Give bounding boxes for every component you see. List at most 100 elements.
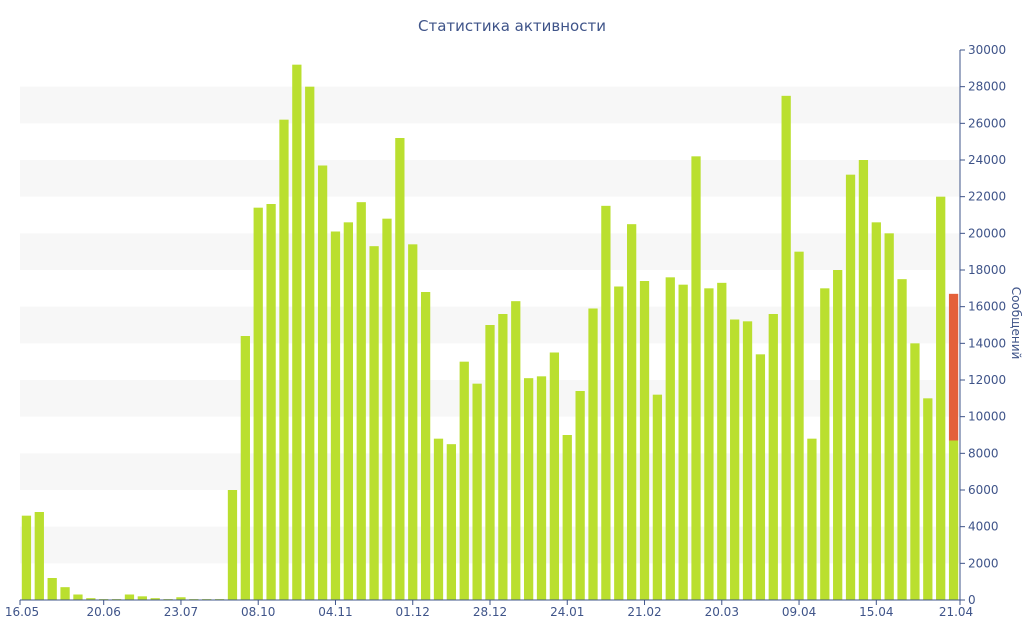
bar[interactable] <box>845 174 856 601</box>
bar[interactable] <box>369 246 379 601</box>
bar[interactable] <box>317 165 328 601</box>
bar[interactable] <box>768 314 778 600</box>
bar[interactable] <box>176 597 186 600</box>
y-tick-label: 8000 <box>968 446 999 460</box>
bar[interactable] <box>665 277 675 600</box>
x-axis: 16.05 20.06 23.07 08.10 04.11 01.12 28.12 24.01… <box>5 599 973 619</box>
x-tick-label: 24.01 <box>550 605 584 619</box>
bar[interactable] <box>150 598 160 600</box>
bar[interactable] <box>910 343 920 600</box>
y-tick-label: 24000 <box>968 153 1006 167</box>
bar[interactable] <box>21 515 32 600</box>
bar[interactable] <box>459 361 469 600</box>
bar[interactable] <box>446 444 456 600</box>
bar[interactable] <box>794 251 804 601</box>
bar[interactable] <box>807 438 817 600</box>
y-tick-label: 0 <box>968 593 976 607</box>
grid-band <box>20 86 960 124</box>
bar[interactable] <box>511 301 521 600</box>
bar[interactable] <box>382 218 392 601</box>
bar[interactable] <box>137 596 147 600</box>
bar[interactable] <box>47 578 57 600</box>
y-tick-label: 20000 <box>968 226 1006 240</box>
y-tick-label: 2000 <box>968 556 999 570</box>
chart-title: Статистика активности <box>418 17 606 35</box>
bar[interactable] <box>279 119 289 601</box>
x-tick-label: 21.04 <box>939 605 973 619</box>
x-tick-label: 16.05 <box>5 605 39 619</box>
bar[interactable] <box>240 336 250 600</box>
x-tick-label: 04.11 <box>318 605 352 619</box>
y-axis-label: Сообщений <box>1009 287 1023 360</box>
x-tick-label: 20.06 <box>87 605 121 619</box>
bar[interactable] <box>652 394 663 600</box>
bar[interactable] <box>627 224 637 601</box>
x-tick-label: 21.02 <box>627 605 661 619</box>
bar[interactable] <box>820 288 830 600</box>
bar[interactable] <box>884 233 894 600</box>
bar[interactable] <box>330 231 341 601</box>
bar[interactable] <box>562 435 572 600</box>
bar-highlight[interactable] <box>948 293 959 441</box>
y-tick-label: 28000 <box>968 80 1006 94</box>
bar[interactable] <box>485 325 495 600</box>
bar[interactable] <box>897 279 907 600</box>
y-tick-label: 18000 <box>968 263 1006 277</box>
y-tick-label: 4000 <box>968 520 999 534</box>
bar[interactable] <box>34 512 44 600</box>
x-tick-label: 23.07 <box>164 605 198 619</box>
bar[interactable] <box>73 594 83 601</box>
x-tick-label: 01.12 <box>396 605 430 619</box>
x-tick-label: 20.03 <box>705 605 739 619</box>
bar[interactable] <box>86 598 96 600</box>
bar[interactable] <box>923 398 933 600</box>
grid-band <box>20 233 960 270</box>
bar[interactable] <box>575 391 585 600</box>
bar[interactable] <box>343 222 353 600</box>
y-tick-label: 22000 <box>968 190 1006 204</box>
bar[interactable] <box>755 354 766 600</box>
bar[interactable] <box>781 95 791 600</box>
y-tick-label: 10000 <box>968 410 1006 424</box>
bar[interactable] <box>871 222 881 600</box>
bar[interactable] <box>408 244 418 600</box>
bar[interactable] <box>292 64 302 601</box>
bar[interactable] <box>691 156 701 600</box>
bar[interactable] <box>936 196 946 601</box>
bar[interactable] <box>858 160 869 600</box>
bar[interactable] <box>523 378 534 600</box>
bar[interactable] <box>356 202 366 601</box>
bar[interactable] <box>472 383 482 600</box>
bar[interactable] <box>549 352 560 601</box>
bar[interactable] <box>433 438 444 600</box>
bar[interactable] <box>60 587 70 600</box>
bar[interactable] <box>124 594 135 601</box>
bar[interactable] <box>639 281 650 600</box>
grid-band <box>20 160 960 197</box>
x-tick-label: 15.04 <box>859 605 893 619</box>
bar[interactable] <box>588 308 598 601</box>
bar[interactable] <box>678 284 688 600</box>
bar[interactable] <box>253 207 263 601</box>
bar[interactable] <box>717 282 727 600</box>
bar[interactable] <box>730 319 740 601</box>
bar[interactable] <box>266 204 276 600</box>
y-tick-label: 26000 <box>968 116 1006 130</box>
x-tick-label: 08.10 <box>241 605 275 619</box>
bar[interactable] <box>498 314 508 600</box>
bar[interactable] <box>601 205 611 600</box>
bar[interactable] <box>948 440 959 601</box>
bar[interactable] <box>227 490 238 600</box>
bar[interactable] <box>420 292 431 600</box>
bar[interactable] <box>614 286 624 601</box>
bar[interactable] <box>395 138 405 600</box>
bars-group <box>21 64 959 601</box>
bar[interactable] <box>742 321 753 600</box>
bar[interactable] <box>833 270 843 600</box>
bar[interactable] <box>704 288 714 600</box>
x-tick-label: 09.04 <box>782 605 816 619</box>
bar[interactable] <box>305 86 315 601</box>
bar[interactable] <box>536 376 547 600</box>
